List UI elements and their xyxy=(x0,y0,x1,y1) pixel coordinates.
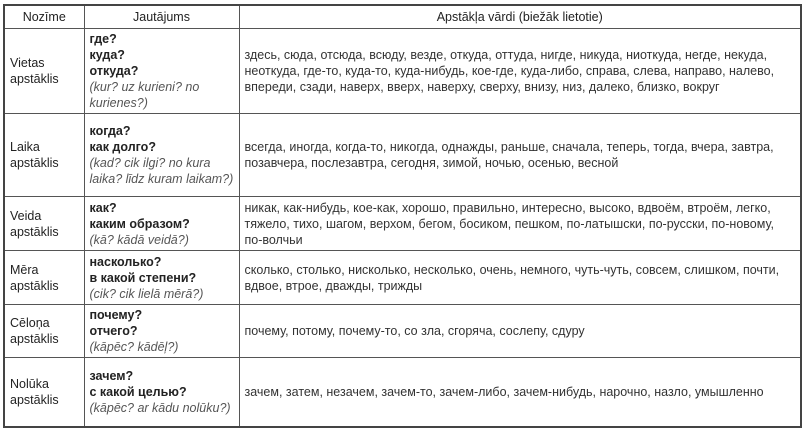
meaning-text: apstāklis xyxy=(10,332,59,346)
question-lv: (kāpēc? ar kādu nolūku?) xyxy=(89,400,231,415)
question-lv: (kāpēc? kādēļ?) xyxy=(89,340,179,354)
meaning-cell: Laika apstāklis xyxy=(3,113,85,197)
meaning-cell: Cēloņa apstāklis xyxy=(3,304,85,358)
question-lv: (kad? cik ilgi? no kura laika? līdz kura… xyxy=(89,156,234,186)
meaning-text: Nolūka xyxy=(10,376,49,391)
question-cell: зачем? с какой целью? (kāpēc? ar kādu nolū… xyxy=(83,357,240,427)
question-ru: зачем? xyxy=(89,368,134,383)
question-cell: как? каким образом? (kā? kādā veidā?) xyxy=(83,196,240,251)
question-lv: (cik? cik lielā mērā?) xyxy=(89,286,204,301)
table-row: Veida apstāklis как? каким образом? (kā? kād… xyxy=(3,196,802,251)
question-ru: когда? xyxy=(89,124,131,138)
meaning-text: Cēloņa xyxy=(10,316,50,330)
question-ru: отчего? xyxy=(89,324,138,338)
question-ru: в какой степени? xyxy=(89,270,197,285)
header-row: Nozīme Jautājums Apstākļa vārdi (biežāk … xyxy=(3,4,802,29)
header-question: Jautājums xyxy=(83,4,240,29)
adverbs-cell: зачем, затем, незачем, зачем-то, зачем-л… xyxy=(238,357,802,427)
meaning-text: Veida xyxy=(10,208,42,223)
question-cell: почему? отчего? (kāpēc? kādēļ?) xyxy=(83,304,240,358)
question-ru: каким образом? xyxy=(89,216,190,231)
meaning-cell: Mēra apstāklis xyxy=(3,250,85,305)
table-row: Vietas apstāklis где? куда? откуда? (kur? uz … xyxy=(3,28,802,114)
question-ru: как? xyxy=(89,200,117,215)
table-row: Nolūka apstāklis зачем? с какой целью? (kāpē… xyxy=(3,357,802,427)
meaning-text: apstāklis xyxy=(10,392,59,407)
adverbs-cell: почему, потому, почему-то, со зла, сгоря… xyxy=(238,304,802,358)
question-ru: почему? xyxy=(89,308,143,322)
adverbs-cell: сколько, столько, нисколько, несколько, … xyxy=(238,250,802,305)
meaning-text: apstāklis xyxy=(10,224,59,239)
adverbs-cell: никак, как-нибудь, кое-как, хорошо, прав… xyxy=(238,196,802,251)
table-row: Laika apstāklis когда? как долго? (kad? cik … xyxy=(3,113,802,197)
question-cell: насколько? в какой степени? (cik? cik liel… xyxy=(83,250,240,305)
meaning-text: apstāklis xyxy=(10,72,59,86)
meaning-text: Vietas xyxy=(10,56,45,70)
question-ru: где? xyxy=(89,32,117,46)
meaning-text: Laika xyxy=(10,140,40,154)
question-cell: где? куда? откуда? (kur? uz kurieni? no kur… xyxy=(83,28,240,114)
meaning-text: Mēra xyxy=(10,262,39,277)
question-ru: насколько? xyxy=(89,254,162,269)
header-meaning: Nozīme xyxy=(3,4,85,29)
meaning-cell: Vietas apstāklis xyxy=(3,28,85,114)
meaning-cell: Veida apstāklis xyxy=(3,196,85,251)
question-lv: (kur? uz kurieni? no kurienes?) xyxy=(89,80,200,110)
question-ru: как долго? xyxy=(89,140,156,154)
question-ru: с какой целью? xyxy=(89,384,187,399)
header-adverbs: Apstākļa vārdi (biežāk lietotie) xyxy=(238,4,802,29)
meaning-text: apstāklis xyxy=(10,278,59,293)
adverbs-cell: здесь, сюда, отсюда, всюду, везде, откуд… xyxy=(238,28,802,114)
adverbs-cell: всегда, иногда, когда-то, никогда, однаж… xyxy=(238,113,802,197)
adverbs-table: Nozīme Jautājums Apstākļa vārdi (biežāk … xyxy=(3,4,802,428)
table-row: Cēloņa apstāklis почему? отчего? (kāpēc? kād… xyxy=(3,304,802,358)
meaning-text: apstāklis xyxy=(10,156,59,170)
meaning-cell: Nolūka apstāklis xyxy=(3,357,85,427)
question-lv: (kā? kādā veidā?) xyxy=(89,232,189,247)
question-ru: куда? xyxy=(89,48,125,62)
table-row: Mēra apstāklis насколько? в какой степени?(… xyxy=(3,250,802,305)
question-cell: когда? как долго? (kad? cik ilgi? no kura … xyxy=(83,113,240,197)
question-ru: откуда? xyxy=(89,64,139,78)
